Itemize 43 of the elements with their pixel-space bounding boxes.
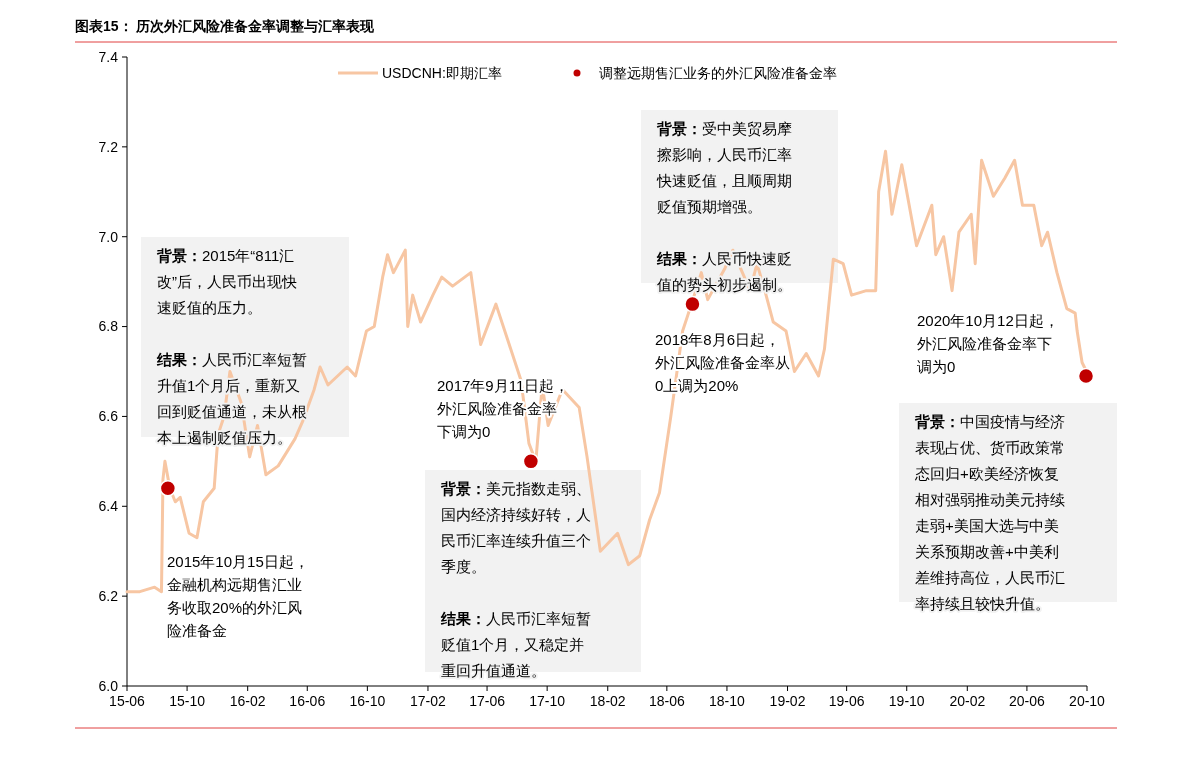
x-tick-label: 16-06 bbox=[289, 693, 326, 709]
annotation: 2017年9月11日起，外汇风险准备金率下调为0 bbox=[437, 377, 570, 440]
y-tick-label: 6.4 bbox=[98, 498, 119, 515]
chart-title: 图表15： 历次外汇风险准备金率调整与汇率表现 bbox=[75, 18, 376, 34]
x-tick-label: 20-10 bbox=[1069, 693, 1106, 709]
x-tick-label: 15-10 bbox=[169, 693, 206, 709]
x-tick-label: 20-02 bbox=[949, 693, 986, 709]
point bbox=[159, 480, 177, 497]
annotation: 背景：美元指数走弱、国内经济持续好转，人民币汇率连续升值三个季度。 bbox=[440, 480, 591, 575]
y-tick-label: 7.2 bbox=[98, 138, 119, 155]
x-tick-label: 18-10 bbox=[709, 693, 746, 709]
annotation: 结果：人民币汇率短暂升值1个月后，重新又回到贬值通道，未从根本上遏制贬值压力。 bbox=[156, 351, 307, 446]
annotation: 背景：2015年“811汇改”后，人民币出现快速贬值的压力。 bbox=[156, 247, 297, 316]
annotation: 结果：人民币汇率短暂贬值1个月，又稳定并重回升值通道。 bbox=[440, 610, 591, 679]
annotation: 2015年10月15日起，金融机构远期售汇业务收取20%的外汇风险准备金 bbox=[167, 553, 309, 639]
point bbox=[522, 453, 540, 470]
x-tick-label: 17-02 bbox=[410, 693, 447, 709]
y-tick-label: 7.0 bbox=[98, 228, 119, 245]
y-tick-label: 6.0 bbox=[98, 677, 119, 694]
y-tick-label: 6.6 bbox=[98, 408, 119, 425]
x-tick-label: 18-02 bbox=[589, 693, 626, 709]
legend-label: USDCNH:即期汇率 bbox=[382, 64, 502, 81]
annotation: 2020年10月12日起，外汇风险准备金率下调为0 bbox=[917, 312, 1059, 375]
y-tick-label: 6.8 bbox=[98, 318, 119, 335]
x-tick-label: 17-06 bbox=[469, 693, 506, 709]
legend-label: 调整远期售汇业务的外汇风险准备金率 bbox=[599, 64, 837, 81]
x-tick-label: 19-10 bbox=[888, 693, 925, 709]
x-tick-label: 16-10 bbox=[349, 693, 386, 709]
text: 背景：中国疫情与经济表现占优、货币政策常态回归+欧美经济恢复相对强弱推动美元持续走弱+美国大选与中美关系预期改善+中美利差维持高位，人民币汇率持续且较快升值。 bbox=[915, 413, 1065, 612]
annotation: 2018年8月6日起，外汇风险准备金率从0上调为20% bbox=[655, 331, 790, 394]
annotation: 背景：受中美贸易摩擦影响，人民币汇率快速贬值，且顺周期贬值预期增强。 bbox=[656, 120, 792, 215]
x-tick-label: 17-10 bbox=[529, 693, 566, 709]
x-tick-label: 19-06 bbox=[828, 693, 865, 709]
annotation: 结果：人民币快速贬值的势头初步遏制。 bbox=[656, 250, 792, 293]
point bbox=[1077, 367, 1095, 385]
point bbox=[684, 295, 701, 313]
y-tick-label: 6.2 bbox=[98, 588, 119, 605]
x-tick-label: 19-02 bbox=[769, 693, 806, 709]
y-tick-label: 7.4 bbox=[98, 48, 119, 65]
x-tick-label: 16-02 bbox=[229, 693, 266, 709]
x-tick-label: 15-06 bbox=[109, 693, 146, 709]
x-tick-label: 18-06 bbox=[648, 693, 685, 709]
x-tick-label: 20-06 bbox=[1009, 693, 1046, 709]
